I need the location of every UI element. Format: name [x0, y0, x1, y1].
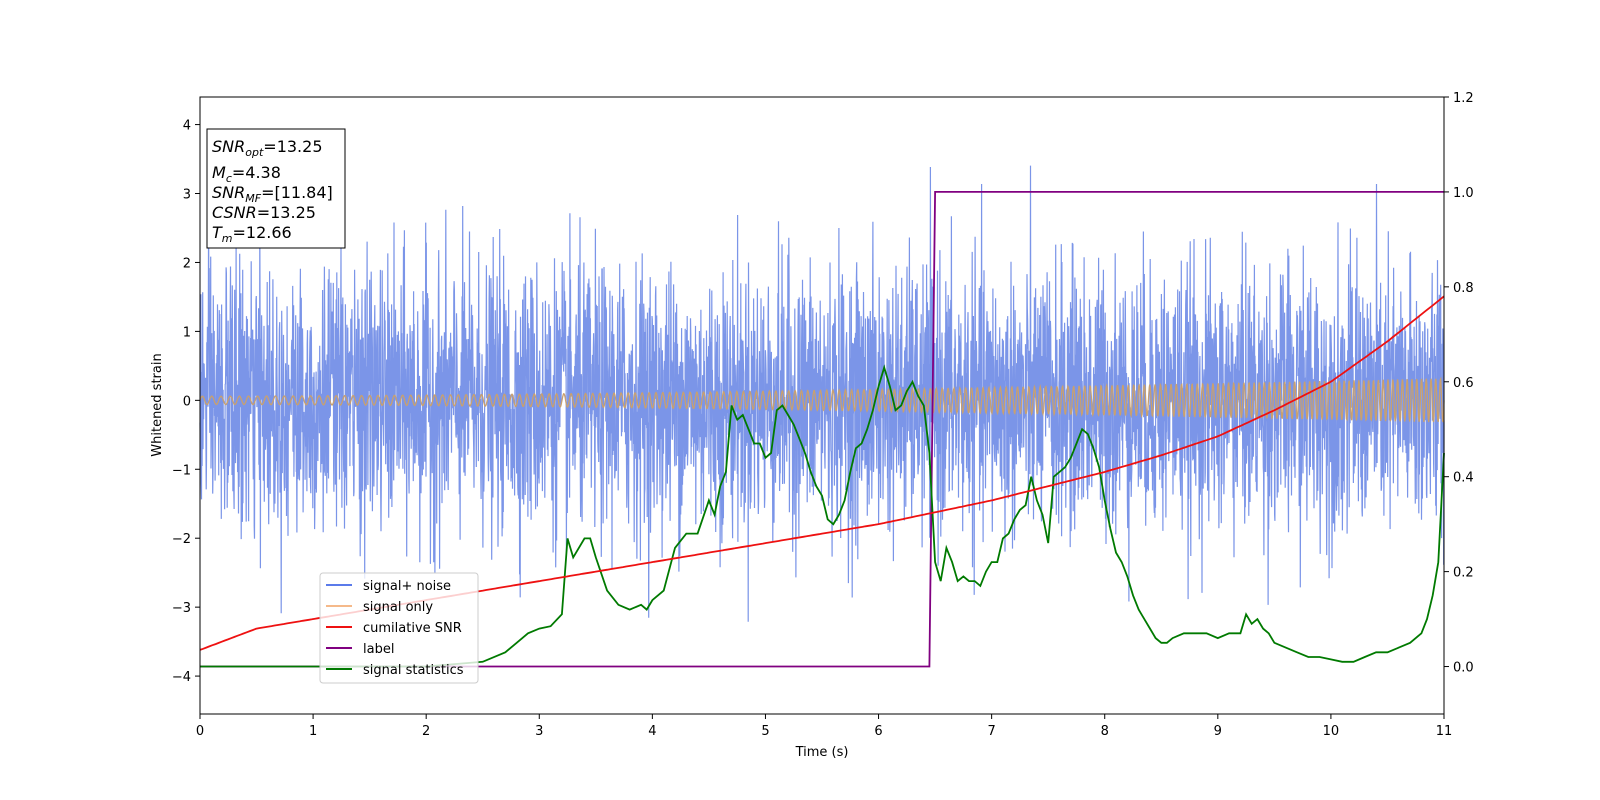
x-axis-title: Time (s)	[795, 745, 849, 760]
chirp-mass-stat: Mc=4.38	[212, 163, 281, 185]
label-line	[200, 191, 1444, 668]
y-right-tick-label: 0.8	[1453, 281, 1474, 296]
signal-noise-line	[199, 165, 1445, 622]
signal-noise-series	[199, 165, 1445, 622]
y-right-tick-label: 0.0	[1453, 661, 1474, 676]
signal-only-line	[199, 376, 1445, 423]
y-tick-label: −4	[172, 670, 191, 685]
stats-box-frame	[206, 128, 346, 249]
x-tick-label: 11	[1436, 724, 1453, 739]
y-tick-label: −3	[172, 601, 191, 616]
x-tick-label: 0	[196, 724, 204, 739]
x-tick-label: 5	[761, 724, 769, 739]
x-tick-label: 9	[1214, 724, 1222, 739]
x-tick-label: 6	[874, 724, 882, 739]
legend-label: signal statistics	[363, 663, 464, 678]
y-tick-label: 2	[183, 256, 191, 271]
tm-stat: Tm=12.66	[212, 223, 292, 245]
x-tick-label: 1	[309, 724, 317, 739]
y-right-tick-label: 0.4	[1453, 471, 1474, 486]
x-tick-label: 8	[1101, 724, 1109, 739]
y-tick-label: −1	[172, 463, 191, 478]
csnr-stat: CSNR=13.25	[212, 203, 316, 222]
plot-frame	[199, 96, 1445, 715]
y-tick-label: 1	[183, 325, 191, 340]
x-tick-label: 3	[535, 724, 543, 739]
y-tick-label: 4	[183, 119, 191, 134]
stats-box: SNRopt=13.25 Mc=4.38 SNRMF=[11.84] CSNR=…	[206, 128, 346, 249]
signal-only-series	[199, 376, 1445, 423]
legend-label: label	[363, 642, 394, 657]
snr-opt-stat: SNRopt=13.25	[212, 137, 323, 159]
label-series	[200, 191, 1444, 668]
legend-label: signal only	[363, 600, 433, 615]
y-axis-left: −4 −3 −2 −1 0 1 2 3 4	[172, 119, 200, 685]
legend-label: signal+ noise	[363, 579, 451, 594]
y-tick-label: 0	[183, 394, 191, 409]
x-axis: 0 1 2 3 4 5 6 7 8 9 10 11	[196, 714, 1452, 739]
y-tick-label: −2	[172, 532, 191, 547]
signal-statistics-series	[200, 364, 1445, 668]
y-right-tick-label: 0.6	[1453, 376, 1474, 391]
y-right-tick-label: 0.2	[1453, 566, 1474, 581]
signal-statistics-line	[200, 364, 1445, 668]
y-axis-title: Whitened strain	[150, 353, 165, 456]
x-tick-label: 7	[987, 724, 995, 739]
legend-label: cumilative SNR	[363, 621, 462, 636]
y-right-tick-label: 1.2	[1453, 91, 1474, 106]
x-tick-label: 2	[422, 724, 430, 739]
x-tick-label: 4	[648, 724, 656, 739]
y-tick-label: 3	[183, 188, 191, 203]
snr-mf-stat: SNRMF=[11.84]	[212, 183, 333, 205]
legend-frame	[319, 572, 479, 684]
x-tick-label: 10	[1323, 724, 1340, 739]
legend: signal+ noise signal only cumilative SNR la…	[319, 572, 479, 684]
y-right-tick-label: 1.0	[1453, 186, 1474, 201]
y-axis-right: 0.0 0.2 0.4 0.6 0.8 1.0 1.2	[1444, 91, 1474, 676]
